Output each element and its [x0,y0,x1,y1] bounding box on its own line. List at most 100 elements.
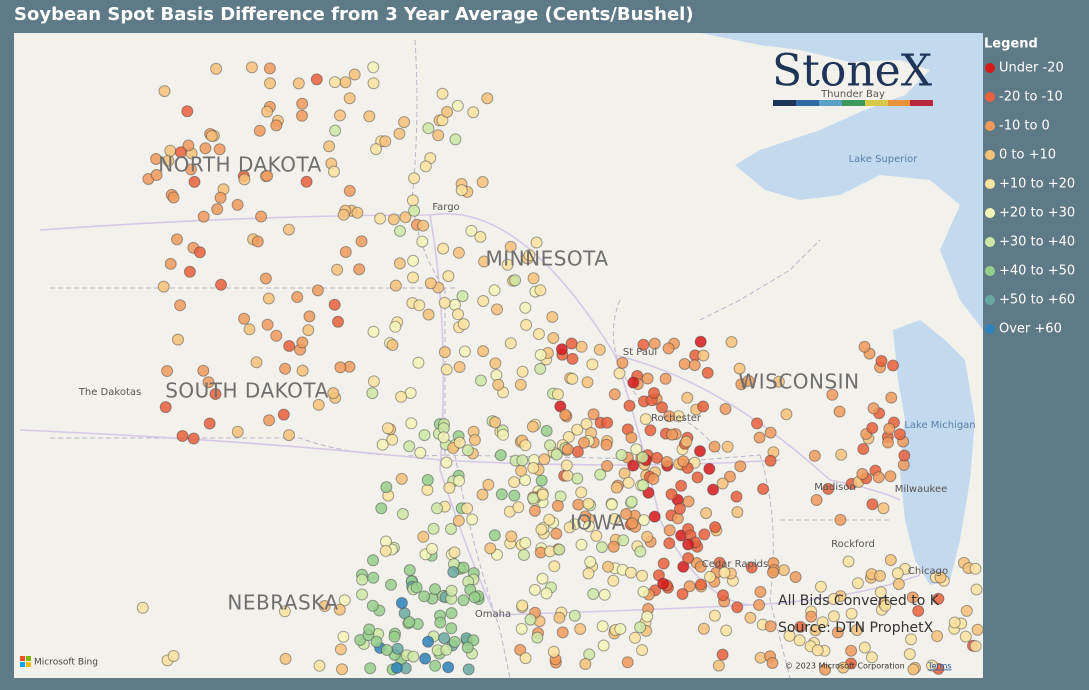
bid-dot [150,153,163,165]
bid-dot [453,361,466,373]
bid-dot [395,472,408,485]
bid-dot [172,333,184,346]
bid-dot [624,566,637,579]
bid-dot [538,453,551,466]
bid-dot [553,543,566,556]
bid-dot [283,429,295,442]
bid-dot [438,632,451,645]
bid-dot [605,498,618,511]
bid-dot [681,391,694,404]
bid-dot [877,502,890,515]
bid-dot [626,517,639,530]
bid-dot [367,571,380,584]
bid-dot [417,219,430,232]
legend-label: Under -20 [999,61,1064,76]
bid-dot [398,607,411,620]
bid-dot [666,428,679,441]
bid-dot [414,446,427,459]
place-label: Milwaukee [895,484,948,495]
bid-dot [424,277,437,290]
bid-dot [694,445,706,458]
bid-dot [514,643,527,656]
bid-dot [583,648,596,661]
bid-dot [634,545,647,558]
bid-dot [547,332,560,344]
bid-dot [614,623,627,635]
bid-dot [742,374,755,387]
bid-dot [532,328,545,340]
bid-dot [641,610,654,623]
bid-dot [413,299,426,312]
bid-dot [354,634,367,646]
bid-dot [453,474,466,487]
bid-dot [408,204,421,217]
bid-dot [579,658,592,670]
bid-dot [164,257,177,270]
bid-dot [458,345,471,358]
bid-dot [313,659,326,672]
bid-dot [663,410,676,423]
bid-dot [484,542,497,555]
bid-dot [535,474,548,487]
bid-dot [884,470,897,483]
terms-link[interactable]: Terms [927,662,952,671]
bid-dot [167,650,180,662]
bid-dot [491,303,503,316]
bid-dot [395,597,408,609]
bid-dot [238,173,251,186]
bid-dot [339,246,352,258]
bid-dot [845,644,858,657]
bid-dot [716,648,729,661]
bid-dot [363,623,376,636]
bid-dot [451,99,464,112]
bid-dot [725,336,738,348]
bid-dot [764,454,777,467]
bid-dot [171,233,183,246]
bid-dot [449,133,462,146]
bid-dot [185,163,197,176]
bid-dot [442,661,455,674]
bid-dot [264,77,276,90]
bid-dot [363,110,376,123]
bid-dot [682,552,695,565]
attribution: Microsoft Bing [34,658,98,668]
bid-dot [826,388,839,401]
place-label: Chicago [908,566,948,577]
bid-dot [874,586,887,599]
bid-dot [563,521,576,534]
note: All Bids Converted to K [778,593,940,609]
bid-dot [427,522,440,535]
map-labels: NORTH DAKOTA MINNESOTA SOUTH DAKOTA WISCONS… [78,89,976,620]
bid-dot [209,388,222,400]
bid-dot [514,378,527,391]
bid-dot [436,87,449,100]
bid-dot [399,211,412,224]
bid-dot [700,507,713,520]
bid-dot [422,122,435,135]
bid-dot [516,454,529,467]
place-label: Omaha [475,609,511,620]
bid-dot [733,362,746,375]
bid-dot [527,272,540,285]
bid-dot [434,616,447,629]
bid-dot [389,279,402,292]
bid-dot [718,566,731,579]
bid-dot [457,318,470,331]
bid-dot [385,578,397,591]
bid-dot [637,514,650,527]
bid-dot [636,569,649,582]
bid-dot [482,478,495,491]
bid-dot [197,364,210,377]
bid-dot [891,567,904,580]
bid-dot [355,235,368,248]
bid-dot [934,571,947,584]
bid-dot [721,440,734,453]
bid-dot [508,489,521,502]
bid-dot [370,635,383,648]
bid-dot [403,616,416,628]
bid-dot [682,538,695,551]
bid-dot [948,616,961,629]
bid-dot [278,605,291,618]
bid-dot [536,488,549,501]
bid-dot [182,139,195,152]
